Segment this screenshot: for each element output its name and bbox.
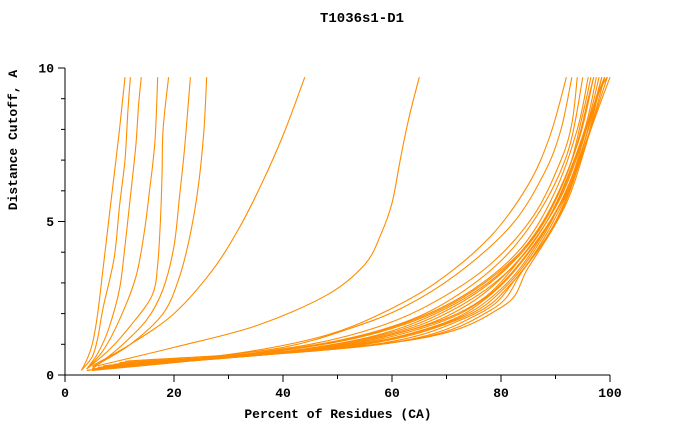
y-tick-label: 5: [46, 215, 54, 230]
curve: [103, 77, 603, 367]
curve: [86, 77, 159, 370]
chart-title: T1036s1-D1: [320, 11, 404, 27]
curve: [108, 76, 608, 366]
curve: [86, 77, 142, 370]
curve: [80, 77, 126, 371]
axes: [64, 68, 610, 376]
curve: [97, 77, 420, 367]
curves-layer: [80, 76, 611, 371]
curve: [80, 77, 131, 371]
x-tick-label: 60: [384, 386, 400, 401]
x-tick-label: 0: [61, 386, 69, 401]
curve: [108, 77, 606, 367]
y-axis-label: Distance Cutoff, A: [6, 70, 21, 211]
curve: [119, 77, 608, 364]
curve: [97, 77, 595, 369]
curve: [92, 77, 208, 368]
x-tick-label: 100: [598, 386, 622, 401]
curve: [108, 77, 606, 367]
curve: [119, 77, 606, 364]
x-tick-label: 80: [493, 386, 509, 401]
curve: [91, 77, 191, 370]
y-tick-label: 10: [38, 62, 54, 77]
curve: [92, 77, 306, 367]
curve: [92, 77, 584, 370]
curve: [86, 77, 170, 370]
y-tick-label: 0: [46, 369, 54, 384]
curve: [86, 77, 573, 371]
curve: [92, 77, 578, 371]
curve: [97, 77, 592, 370]
curve: [124, 77, 611, 362]
x-tick-label: 40: [275, 386, 291, 401]
curve: [86, 77, 567, 371]
curve: [97, 77, 595, 368]
x-tick-label: 20: [166, 386, 182, 401]
x-axis-label: Percent of Residues (CA): [244, 407, 431, 422]
